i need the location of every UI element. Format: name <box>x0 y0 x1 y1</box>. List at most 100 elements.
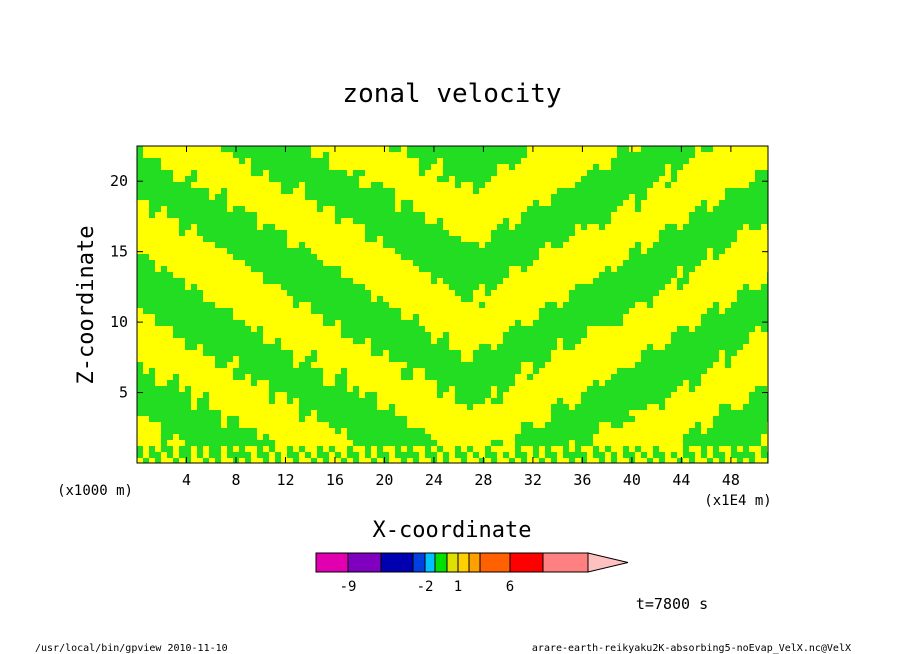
colorbar-tick-label: 6 <box>506 579 514 595</box>
positive-region <box>677 170 755 176</box>
positive-region <box>179 458 185 463</box>
positive-region <box>341 428 347 434</box>
positive-region <box>371 290 455 296</box>
x-tick-label: 44 <box>672 471 690 489</box>
positive-region <box>665 170 671 176</box>
positive-region <box>341 452 347 458</box>
positive-region <box>371 296 377 302</box>
positive-region <box>137 212 149 218</box>
positive-region <box>245 206 317 212</box>
positive-region <box>233 446 239 452</box>
positive-region <box>323 260 413 266</box>
colorbar-tick-label: -2 <box>417 579 434 595</box>
positive-region <box>359 176 437 182</box>
positive-region <box>287 230 365 236</box>
positive-region <box>569 446 575 452</box>
positive-region <box>473 290 485 296</box>
positive-region <box>221 422 227 428</box>
positive-region <box>395 188 473 194</box>
positive-region <box>593 440 683 446</box>
positive-region <box>275 440 353 446</box>
x-axis: 4 8 12 16 20 24 28 32 36 40 44 48 <box>182 146 740 489</box>
positive-region <box>215 302 293 308</box>
y-units-label: (x1000 m) <box>57 483 133 499</box>
positive-region <box>749 332 768 338</box>
positive-region <box>653 182 665 188</box>
positive-region <box>191 404 197 410</box>
positive-region <box>437 278 443 284</box>
positive-region <box>569 440 575 446</box>
positive-region <box>413 446 425 452</box>
positive-region <box>227 200 317 206</box>
positive-region <box>173 272 263 278</box>
positive-region <box>647 404 659 410</box>
positive-region <box>485 398 491 404</box>
positive-region <box>551 446 563 452</box>
positive-region <box>293 398 299 404</box>
positive-region <box>137 428 161 434</box>
positive-region <box>143 362 215 368</box>
y-axis: 5 10 15 20 <box>110 172 768 402</box>
positive-region <box>359 386 437 392</box>
positive-region <box>575 458 581 463</box>
positive-region <box>173 452 179 458</box>
positive-region <box>191 392 203 398</box>
positive-region <box>137 314 155 320</box>
positive-region <box>575 230 659 236</box>
positive-region <box>203 290 287 296</box>
positive-region <box>155 380 167 386</box>
positive-region <box>731 356 768 362</box>
positive-region <box>581 446 593 452</box>
positive-region <box>209 398 269 404</box>
positive-region <box>605 224 665 230</box>
positive-region <box>635 458 647 463</box>
positive-region <box>665 458 677 463</box>
positive-region <box>539 254 629 260</box>
positive-region <box>461 350 473 356</box>
positive-region <box>521 368 533 374</box>
positive-region <box>653 344 665 350</box>
positive-region <box>695 146 701 152</box>
positive-region <box>161 458 173 463</box>
x-axis-label: X-coordinate <box>373 518 532 543</box>
positive-region <box>419 314 539 320</box>
positive-region <box>311 152 323 158</box>
colorbar <box>315 552 629 573</box>
positive-region <box>725 452 731 458</box>
positive-region <box>197 284 281 290</box>
positive-region <box>575 224 581 230</box>
positive-region <box>311 410 317 416</box>
positive-region <box>287 236 365 242</box>
positive-region <box>419 452 425 458</box>
positive-region <box>539 446 545 452</box>
positive-region <box>305 446 317 452</box>
positive-region <box>221 410 299 416</box>
x-tick-label: 4 <box>182 471 191 489</box>
positive-region <box>359 458 371 463</box>
positive-region <box>431 434 515 440</box>
positive-region <box>299 452 305 458</box>
positive-region <box>473 296 569 302</box>
positive-region <box>719 302 731 308</box>
positive-region <box>293 362 299 368</box>
positive-region <box>311 452 317 458</box>
positive-region <box>449 332 503 338</box>
positive-region <box>569 404 575 410</box>
positive-region <box>563 242 635 248</box>
positive-region <box>347 380 437 386</box>
positive-region <box>155 374 173 380</box>
positive-region <box>443 446 455 452</box>
positive-region <box>749 446 761 452</box>
positive-region <box>527 146 617 152</box>
positive-region <box>233 308 311 314</box>
positive-region <box>257 380 269 386</box>
positive-region <box>275 224 365 230</box>
positive-region <box>707 446 713 452</box>
positive-region <box>383 350 389 356</box>
colorbar-segment <box>424 552 436 573</box>
positive-region <box>599 446 605 452</box>
positive-region <box>479 242 485 248</box>
positive-region <box>509 452 515 458</box>
positive-region <box>251 458 263 463</box>
positive-region <box>275 392 287 398</box>
